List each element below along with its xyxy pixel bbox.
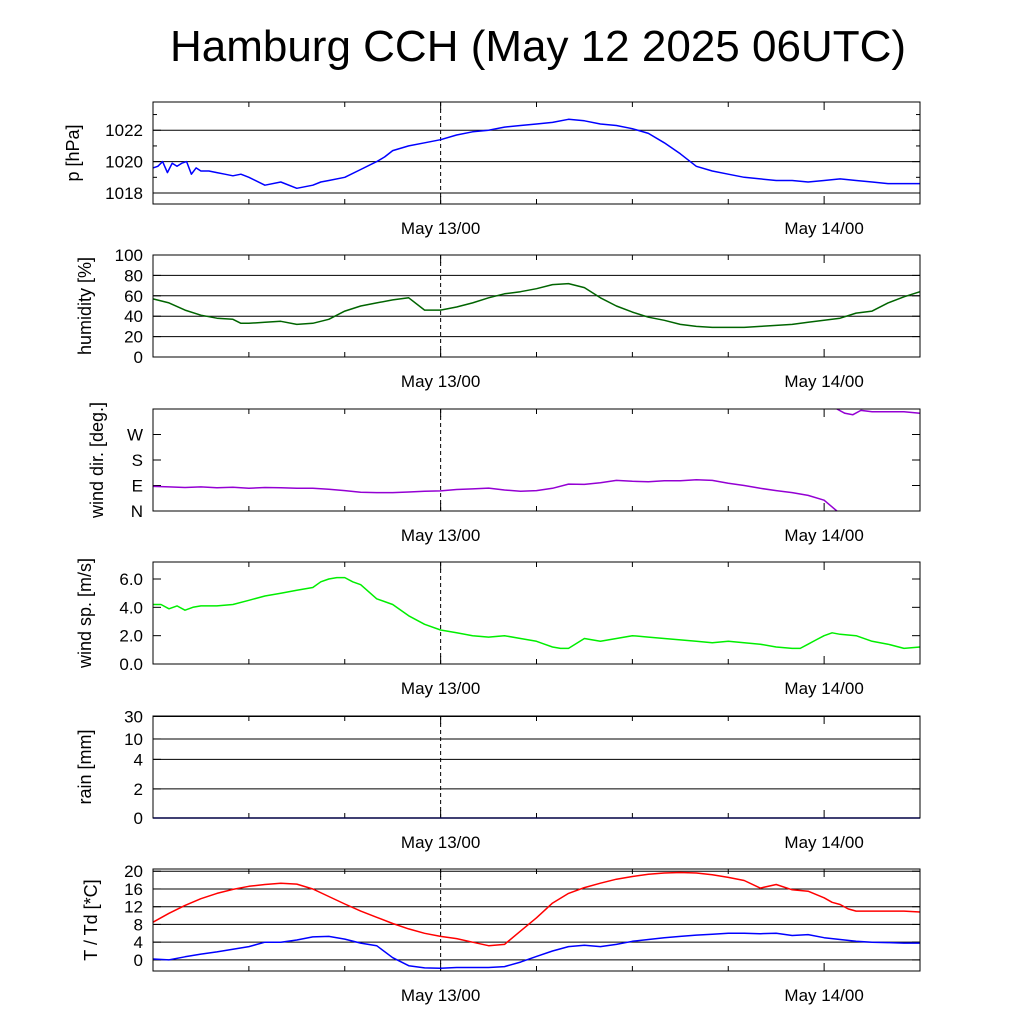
x-date-label: May 13/00 [401, 526, 480, 545]
x-date-label: May 13/00 [401, 372, 480, 391]
series-t [152, 871, 921, 947]
panel-4: 0.0 2.0 4.0 6.0 May 13/00 May 14/00 wind sp. [… [75, 558, 921, 698]
series-1 [152, 118, 920, 190]
y-tick-label: 4 [134, 933, 143, 952]
y-tick-label: 1018 [105, 184, 143, 203]
y-axis-label: rain [mm] [75, 729, 95, 804]
y-tick-label: 30 [124, 708, 143, 727]
y-tick-label: 10 [124, 730, 143, 749]
x-date-label: May 14/00 [784, 219, 863, 238]
panel-frame [152, 254, 921, 358]
y-axis-label: wind sp. [m/s] [75, 558, 95, 669]
series-1 [153, 576, 921, 650]
y-axis-label: p [hPa] [63, 124, 83, 181]
y-tick-label: 16 [124, 880, 143, 899]
y-tick-label: W [127, 426, 143, 445]
x-date-label: May 14/00 [784, 833, 863, 852]
y-tick-label: 4.0 [119, 598, 143, 617]
y-tick-label: 8 [134, 915, 143, 934]
x-date-label: May 14/00 [784, 679, 863, 698]
x-date-label: May 13/00 [401, 833, 480, 852]
panel-5: 0 2 410 30 May 13/00 May 14/00 rain [mm] [75, 708, 921, 852]
y-axis-label: wind dir. [deg.] [87, 402, 107, 519]
page-title: Hamburg CCH (May 12 2025 06UTC) [169, 22, 907, 71]
x-date-label: May 14/00 [784, 986, 863, 1005]
panel-frame [152, 408, 921, 512]
series-2 [836, 408, 921, 416]
x-date-label: May 13/00 [401, 219, 480, 238]
panel-frame [152, 868, 921, 972]
y-tick-label: 0 [134, 348, 143, 367]
y-axis-label: humidity [%] [75, 257, 95, 355]
y-axis-label: T / Td [*C] [81, 879, 101, 960]
y-tick-label: 2.0 [119, 627, 143, 646]
y-tick-label: 4 [134, 750, 143, 769]
y-tick-label: 1022 [105, 121, 143, 140]
series-1 [152, 282, 921, 329]
y-tick-label: 20 [124, 862, 143, 881]
y-tick-label: E [132, 477, 143, 496]
y-tick-label: 2 [134, 780, 143, 799]
y-tick-label: 0.0 [119, 655, 143, 674]
x-date-label: May 14/00 [784, 372, 863, 391]
y-tick-label: S [132, 451, 143, 470]
y-tick-label: 40 [124, 307, 143, 326]
y-tick-label: 60 [124, 287, 143, 306]
y-tick-label: 0 [134, 809, 143, 828]
y-tick-label: N [131, 502, 143, 521]
panel-frame [152, 101, 921, 205]
y-tick-label: 6.0 [119, 570, 143, 589]
y-tick-label: 1020 [105, 153, 143, 172]
y-tick-label: 0 [134, 951, 143, 970]
panel-frame [152, 561, 921, 665]
panel-1: 1018 1020 1022 May 13/00 May 14/00 p [hPa] [63, 101, 921, 238]
y-tick-label: 100 [115, 246, 143, 265]
series-1 [152, 479, 838, 512]
y-tick-label: 80 [124, 266, 143, 285]
x-date-label: May 13/00 [401, 679, 480, 698]
x-date-label: May 13/00 [401, 986, 480, 1005]
y-tick-label: 20 [124, 328, 143, 347]
series-td [152, 932, 920, 970]
y-tick-label: 12 [124, 898, 143, 917]
x-date-label: May 14/00 [784, 526, 863, 545]
panel-frame [152, 715, 921, 819]
